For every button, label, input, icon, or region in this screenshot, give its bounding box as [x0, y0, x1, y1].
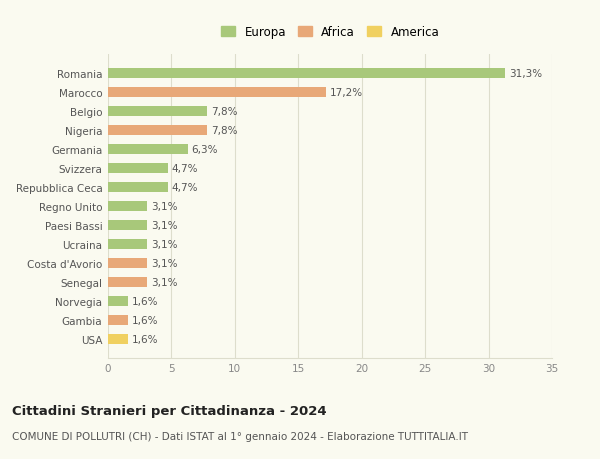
Bar: [108, 106, 207, 117]
Bar: [108, 145, 188, 155]
Legend: Europa, Africa, America: Europa, Africa, America: [216, 22, 444, 44]
Bar: [108, 69, 505, 79]
Text: COMUNE DI POLLUTRI (CH) - Dati ISTAT al 1° gennaio 2024 - Elaborazione TUTTITALI: COMUNE DI POLLUTRI (CH) - Dati ISTAT al …: [12, 431, 468, 442]
Bar: [108, 239, 148, 250]
Bar: [108, 126, 207, 136]
Text: 7,8%: 7,8%: [211, 107, 237, 117]
Bar: [108, 88, 326, 98]
Bar: [108, 220, 148, 231]
Text: 6,3%: 6,3%: [192, 145, 218, 155]
Text: 3,1%: 3,1%: [151, 240, 178, 249]
Bar: [108, 258, 148, 269]
Bar: [108, 296, 128, 307]
Text: 7,8%: 7,8%: [211, 126, 237, 136]
Text: 4,7%: 4,7%: [172, 164, 198, 174]
Text: 1,6%: 1,6%: [132, 315, 158, 325]
Text: 3,1%: 3,1%: [151, 258, 178, 269]
Text: 1,6%: 1,6%: [132, 296, 158, 306]
Text: 17,2%: 17,2%: [330, 88, 363, 98]
Bar: [108, 182, 167, 193]
Text: 31,3%: 31,3%: [509, 69, 542, 79]
Bar: [108, 315, 128, 325]
Bar: [108, 163, 167, 174]
Text: 3,1%: 3,1%: [151, 277, 178, 287]
Text: 4,7%: 4,7%: [172, 183, 198, 193]
Text: Cittadini Stranieri per Cittadinanza - 2024: Cittadini Stranieri per Cittadinanza - 2…: [12, 404, 326, 417]
Text: 1,6%: 1,6%: [132, 334, 158, 344]
Text: 3,1%: 3,1%: [151, 202, 178, 212]
Bar: [108, 334, 128, 344]
Text: 3,1%: 3,1%: [151, 220, 178, 230]
Bar: [108, 202, 148, 212]
Bar: [108, 277, 148, 287]
